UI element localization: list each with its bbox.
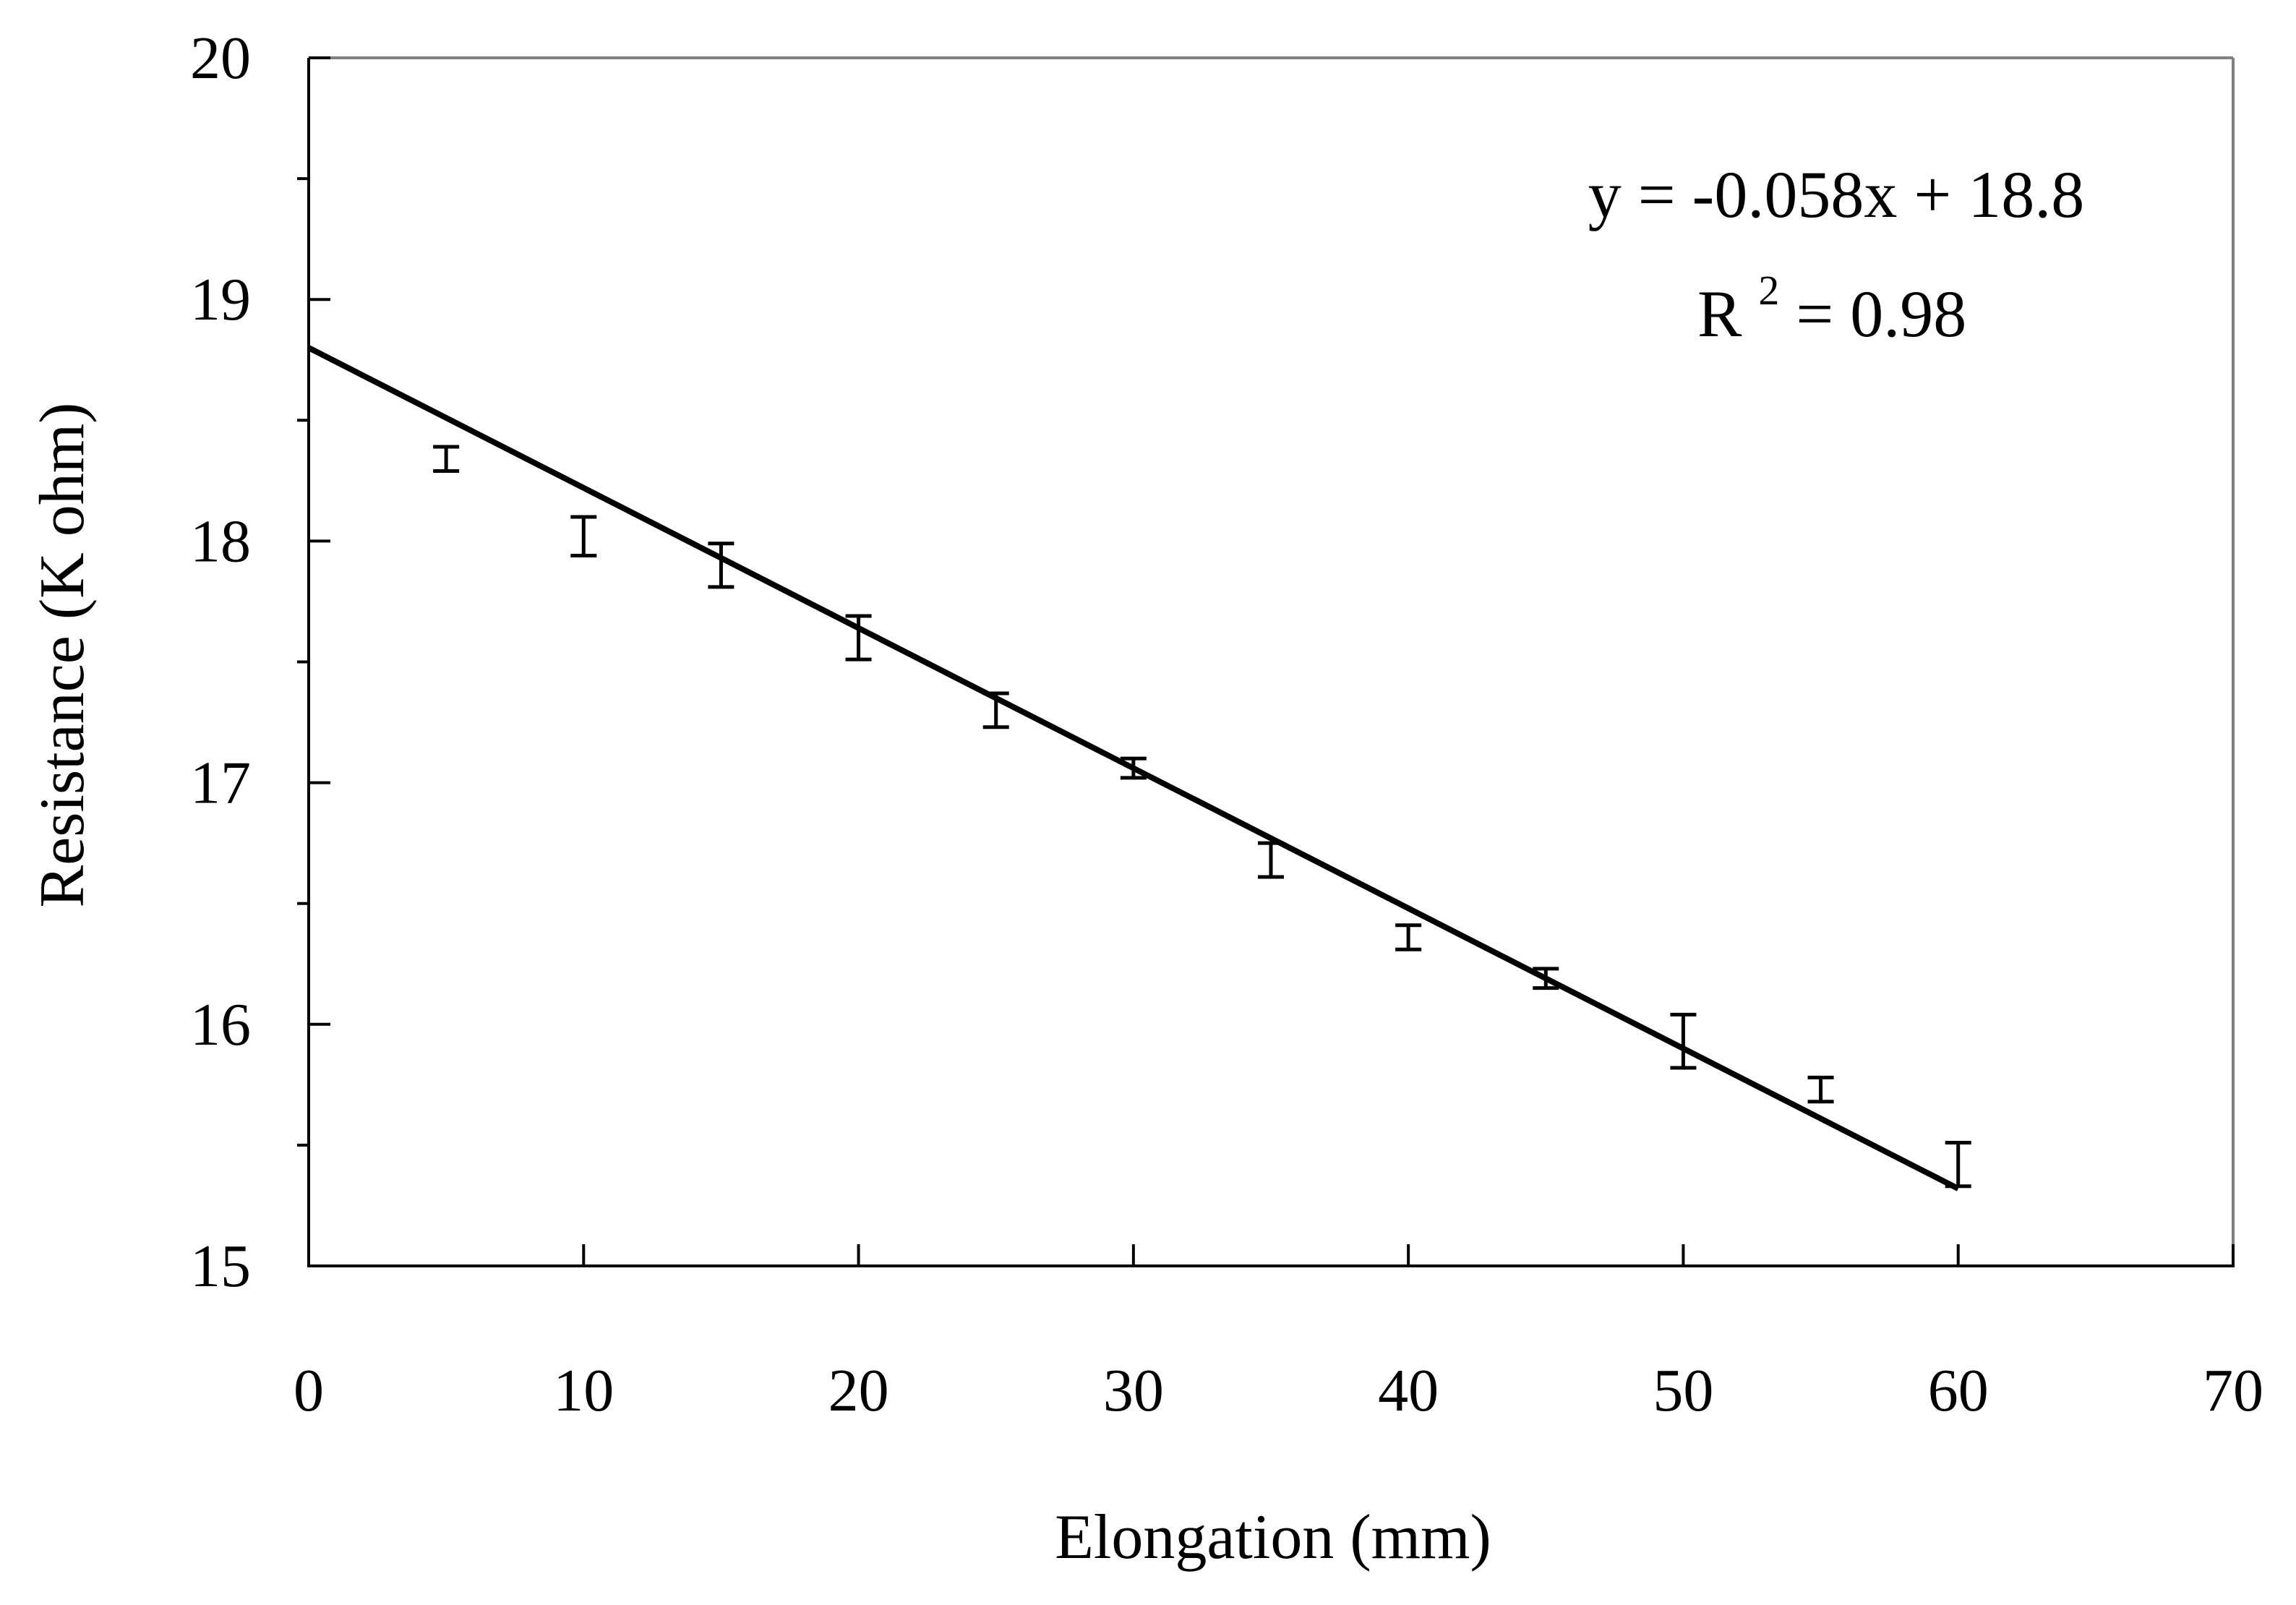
x-tick-label-70: 70 [2203, 1357, 2263, 1424]
y-tick-label-17: 17 [190, 750, 251, 817]
x-tick-label-20: 20 [828, 1357, 889, 1424]
regression-equation: y = -0.058x + 18.8 [1588, 158, 2084, 231]
error-bar-45 [1533, 967, 1559, 990]
error-bar-25 [982, 691, 1009, 729]
y-tick-label-20: 20 [190, 25, 251, 92]
y-tick-label-15: 15 [190, 1233, 251, 1300]
error-bar-50 [1670, 1012, 1697, 1070]
x-tick-label-10: 10 [553, 1357, 614, 1424]
x-axis-title: Elongation (mm) [1055, 1502, 1491, 1572]
x-tick-label-40: 40 [1378, 1357, 1439, 1424]
error-bar-20 [845, 614, 872, 662]
error-bar-35 [1258, 841, 1284, 879]
y-axis-ticks [297, 56, 330, 1267]
x-axis-tick-labels: 0 10 20 30 40 50 60 70 [294, 1357, 2263, 1424]
error-bar-10 [570, 515, 597, 557]
error-bar-30 [1120, 756, 1147, 780]
x-tick-label-0: 0 [294, 1357, 324, 1424]
x-tick-label-60: 60 [1928, 1357, 1989, 1424]
y-axis-title: Resistance (K ohm) [27, 403, 98, 908]
r-squared-superscript: 2 [1758, 267, 1779, 314]
r-squared-label: R 2 = 0.98 [1697, 245, 1966, 351]
r-squared-value: = 0.98 [1796, 277, 1966, 351]
error-bar-15 [708, 542, 734, 589]
error-bar-5 [433, 445, 460, 473]
x-tick-label-50: 50 [1653, 1357, 1713, 1424]
error-bars [433, 445, 1971, 1189]
x-tick-label-30: 30 [1103, 1357, 1164, 1424]
y-tick-label-19: 19 [190, 266, 251, 333]
x-axis-ticks [307, 1244, 2235, 1266]
error-bar-40 [1395, 923, 1422, 951]
y-tick-label-16: 16 [190, 991, 251, 1058]
y-axis-tick-labels: 15 16 17 18 19 20 [190, 25, 251, 1300]
error-bar-55 [1807, 1075, 1834, 1104]
y-tick-label-18: 18 [190, 508, 251, 575]
error-bar-60 [1945, 1141, 1971, 1189]
r-squared-letter: R [1697, 277, 1742, 351]
